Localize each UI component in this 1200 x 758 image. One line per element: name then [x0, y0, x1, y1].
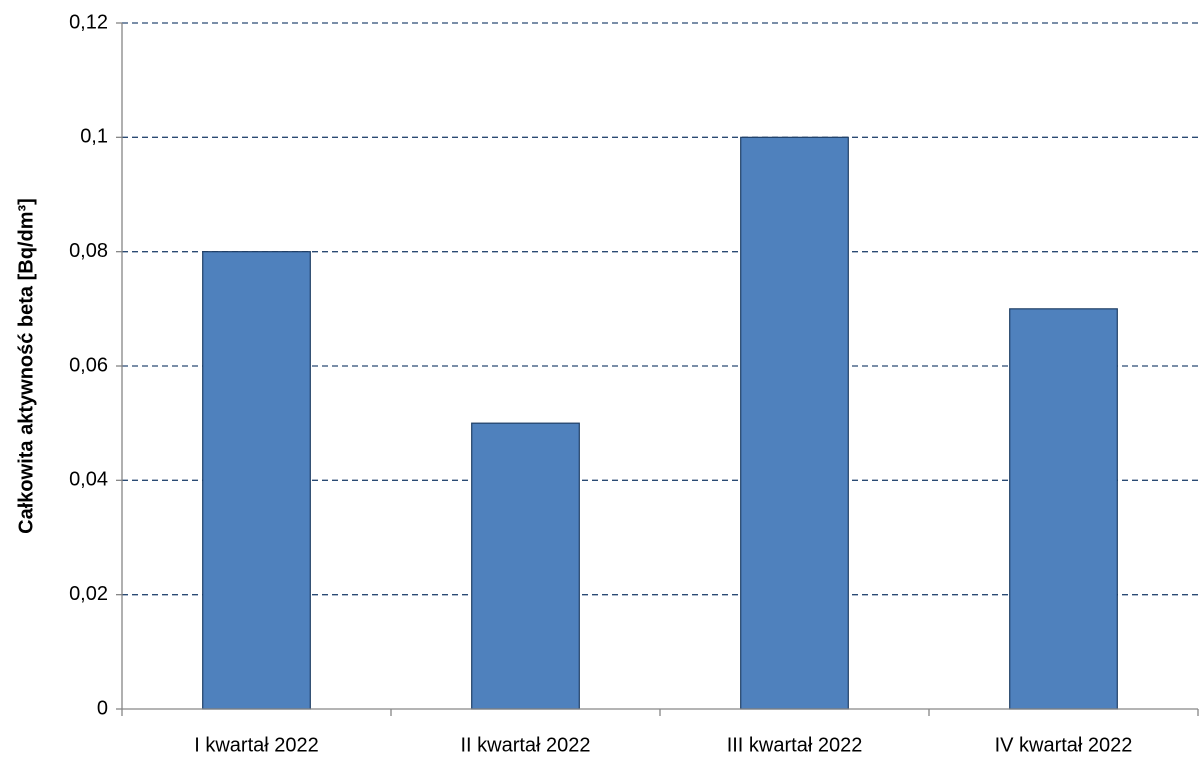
bar: [471, 422, 580, 710]
y-tick-label: 0,04: [69, 469, 108, 491]
y-tick-label: 0: [97, 697, 108, 719]
y-axis-title: Całkowita aktywność beta [Bq/dm³]: [15, 198, 37, 534]
bar: [1009, 308, 1118, 710]
y-tick-label: 0,02: [69, 583, 108, 605]
y-tick-label: 0,08: [69, 240, 108, 262]
bar: [740, 136, 849, 710]
bar: [202, 251, 311, 710]
y-tick-label: 0,06: [69, 354, 108, 376]
y-tick-label: 0,12: [69, 11, 108, 33]
y-tick-label: 0,1: [80, 126, 108, 148]
x-tick-label: III kwartał 2022: [727, 734, 863, 756]
x-tick-label: IV kwartał 2022: [995, 734, 1133, 756]
x-tick-label: I kwartał 2022: [194, 734, 319, 756]
x-tick-label: II kwartał 2022: [460, 734, 590, 756]
